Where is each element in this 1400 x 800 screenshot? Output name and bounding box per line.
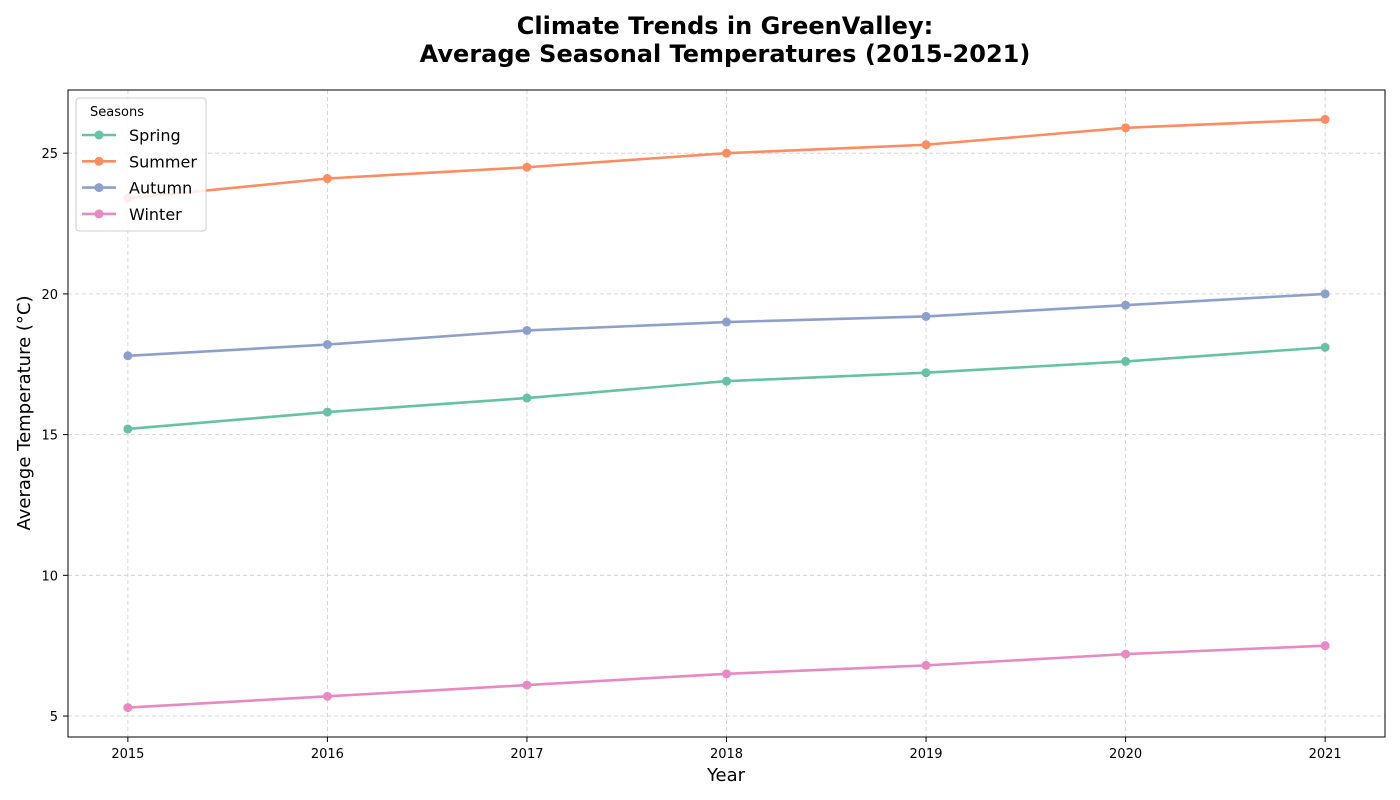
winter-point	[322, 691, 332, 701]
chart-title-line-2: Average Seasonal Temperatures (2015-2021…	[420, 40, 1031, 68]
winter-point	[123, 703, 133, 713]
winter-point	[722, 669, 731, 679]
summer-point	[722, 148, 731, 158]
y-axis-label: Average Temperature (°C)	[14, 296, 35, 531]
spring-point	[1320, 342, 1330, 352]
winter-point	[1320, 641, 1330, 651]
x-tick-label: 2016	[311, 747, 344, 762]
x-tick-label: 2015	[111, 747, 144, 762]
legend-swatch-marker	[94, 209, 104, 219]
x-tick-label: 2017	[510, 747, 543, 762]
series-spring	[123, 342, 1330, 434]
y-tick-label: 15	[41, 429, 58, 444]
legend-item-spring: Spring	[82, 126, 181, 145]
winter-point	[921, 660, 931, 670]
legend-item-winter: Winter	[82, 205, 182, 224]
summer-point	[921, 140, 931, 150]
summer-point	[1121, 123, 1131, 133]
x-tick-label: 2021	[1309, 747, 1342, 762]
y-tick-label: 10	[41, 569, 58, 584]
summer-point	[322, 174, 332, 184]
spring-point	[322, 407, 332, 417]
legend-label: Winter	[129, 205, 182, 224]
legend-box	[75, 97, 207, 232]
legend-label: Summer	[129, 152, 197, 171]
spring-point	[123, 424, 133, 434]
y-tick-label: 20	[41, 288, 58, 303]
summer-line	[126, 118, 1327, 200]
autumn-point	[1121, 300, 1131, 310]
legend-label: Autumn	[129, 179, 192, 198]
series-winter	[123, 641, 1330, 713]
autumn-point	[921, 311, 931, 321]
spring-point	[522, 393, 532, 403]
summer-point	[522, 162, 532, 172]
autumn-point	[123, 351, 133, 361]
legend-label: Spring	[129, 126, 181, 145]
y-tick-label: 5	[50, 710, 58, 725]
legend-swatch-marker	[94, 130, 104, 140]
series-autumn	[123, 289, 1330, 361]
chart-title: Climate Trends in GreenValley: Average S…	[420, 12, 1031, 68]
x-tick-label: 2018	[710, 747, 743, 762]
spring-point	[1121, 356, 1131, 366]
legend: Seasons Spring Summer Autumn Winter	[75, 97, 207, 232]
legend-item-summer: Summer	[82, 152, 197, 171]
grid-lines	[68, 90, 1385, 737]
winter-point	[1121, 649, 1131, 659]
y-axis-ticks: 5 10 15 20 25	[41, 147, 68, 725]
autumn-point	[722, 317, 731, 327]
autumn-point	[1320, 289, 1330, 299]
x-axis-label: Year	[706, 765, 746, 786]
legend-swatch-marker	[94, 156, 104, 166]
autumn-point	[522, 325, 532, 335]
spring-point	[921, 368, 931, 378]
legend-title: Seasons	[90, 105, 144, 120]
x-axis-ticks: 2015 2016 2017 2018 2019 2020 2021	[111, 737, 1342, 762]
summer-point	[1320, 114, 1330, 124]
spring-point	[722, 376, 731, 386]
autumn-point	[322, 340, 332, 350]
y-tick-label: 25	[41, 147, 58, 162]
x-tick-label: 2019	[909, 747, 942, 762]
chart-title-line-1: Climate Trends in GreenValley:	[517, 12, 933, 40]
winter-point	[522, 680, 532, 690]
legend-item-autumn: Autumn	[82, 179, 192, 198]
x-tick-label: 2020	[1109, 747, 1142, 762]
legend-swatch-marker	[94, 183, 104, 193]
